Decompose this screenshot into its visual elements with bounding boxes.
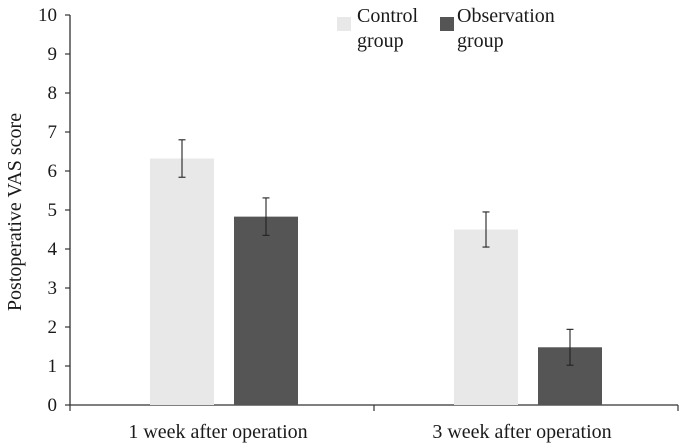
- axis-labels: 0 1 2 3 4 5 6 7 8 9 10 1 week after operation 3 week…: [38, 5, 612, 443]
- x-category-label: 1 week after operation: [128, 421, 307, 443]
- bar-control-2: [454, 229, 518, 405]
- bar-control-1: [150, 158, 214, 405]
- x-category-label: 3 week after operation: [432, 421, 611, 443]
- y-tick-label: 5: [48, 200, 58, 221]
- y-tick-label: 10: [38, 5, 57, 26]
- y-tick-label: 3: [48, 278, 58, 299]
- y-tick-label: 6: [48, 161, 58, 182]
- legend-label-control: group: [357, 30, 404, 52]
- y-tick-label: 4: [48, 239, 58, 260]
- y-tick-label: 7: [48, 122, 58, 143]
- bar-observation-1: [234, 216, 298, 405]
- y-tick-label: 2: [48, 317, 58, 338]
- legend-swatch-control: [337, 17, 351, 31]
- y-tick-label: 8: [48, 83, 58, 104]
- legend-label-observation: Observation: [457, 5, 555, 27]
- legend: Control group Observation group: [337, 5, 555, 52]
- y-tick-label: 9: [48, 44, 58, 65]
- legend-label-observation: group: [457, 30, 504, 52]
- y-tick-label: 0: [48, 395, 58, 416]
- legend-label-control: Control: [357, 5, 419, 27]
- error-bars: [178, 139, 574, 366]
- y-tick-label: 1: [48, 356, 58, 377]
- bars: [150, 158, 602, 405]
- y-axis-title: Postoperative VAS score: [4, 113, 26, 311]
- legend-swatch-observation: [440, 17, 454, 31]
